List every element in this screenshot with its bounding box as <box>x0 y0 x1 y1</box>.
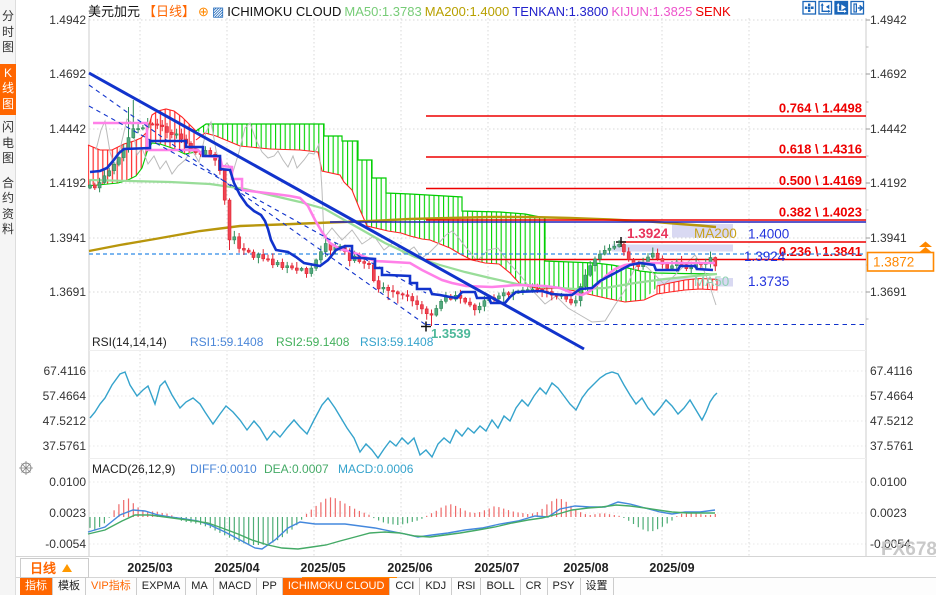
svg-text:DIFF:0.0010: DIFF:0.0010 <box>190 462 257 476</box>
svg-text:MACD:0.0006: MACD:0.0006 <box>338 462 414 476</box>
svg-text:DEA:0.0007: DEA:0.0007 <box>264 462 329 476</box>
svg-text:47.5212: 47.5212 <box>43 414 87 428</box>
svg-text:1.3941: 1.3941 <box>870 231 907 245</box>
svg-text:2025/04: 2025/04 <box>214 561 259 575</box>
svg-text:RSI(14,14,14): RSI(14,14,14) <box>92 335 167 349</box>
svg-text:2025/09: 2025/09 <box>649 561 694 575</box>
svg-text:0.382 \ 1.4023: 0.382 \ 1.4023 <box>779 205 862 220</box>
svg-text:1.3691: 1.3691 <box>870 285 907 299</box>
svg-text:-0.0054: -0.0054 <box>870 537 911 551</box>
svg-text:37.5761: 37.5761 <box>43 439 87 453</box>
svg-text:2025/08: 2025/08 <box>563 561 608 575</box>
svg-text:1.4192: 1.4192 <box>49 176 86 190</box>
svg-text:1.4692: 1.4692 <box>870 67 907 81</box>
svg-text:0.0100: 0.0100 <box>870 475 907 489</box>
svg-text:0.0023: 0.0023 <box>49 506 86 520</box>
svg-text:1.3872: 1.3872 <box>873 255 914 270</box>
svg-text:RSI3:59.1408: RSI3:59.1408 <box>360 335 434 349</box>
svg-text:37.5761: 37.5761 <box>870 439 914 453</box>
svg-text:MA50: MA50 <box>694 274 729 289</box>
svg-text:2025/05: 2025/05 <box>300 561 345 575</box>
svg-text:57.4664: 57.4664 <box>870 389 914 403</box>
svg-text:1.4692: 1.4692 <box>49 67 86 81</box>
svg-text:1.4000: 1.4000 <box>748 227 789 242</box>
svg-text:1.3539: 1.3539 <box>431 326 471 341</box>
svg-text:0.236 \ 1.3841: 0.236 \ 1.3841 <box>779 244 862 259</box>
svg-text:1.3924: 1.3924 <box>627 226 669 241</box>
svg-text:1.4192: 1.4192 <box>870 176 907 190</box>
svg-text:2025/03: 2025/03 <box>127 561 172 575</box>
svg-text:1.4442: 1.4442 <box>870 122 907 136</box>
svg-text:1.3924: 1.3924 <box>744 249 786 264</box>
svg-text:1.3735: 1.3735 <box>748 274 789 289</box>
svg-text:0.500 \ 1.4169: 0.500 \ 1.4169 <box>779 173 862 188</box>
svg-text:-0.0054: -0.0054 <box>45 537 86 551</box>
svg-text:1.3941: 1.3941 <box>49 231 86 245</box>
svg-text:日线: 日线 <box>30 561 56 576</box>
svg-text:FX678: FX678 <box>881 539 936 560</box>
svg-text:MA200: MA200 <box>694 226 737 241</box>
svg-text:47.5212: 47.5212 <box>870 414 914 428</box>
svg-text:RSI2:59.1408: RSI2:59.1408 <box>276 335 350 349</box>
svg-text:1.4942: 1.4942 <box>870 13 907 27</box>
svg-text:0.618 \ 1.4316: 0.618 \ 1.4316 <box>779 142 862 157</box>
svg-text:67.4116: 67.4116 <box>44 364 87 378</box>
svg-text:57.4664: 57.4664 <box>43 389 87 403</box>
svg-text:MACD(26,12,9): MACD(26,12,9) <box>92 462 175 476</box>
svg-text:1.3691: 1.3691 <box>49 285 86 299</box>
svg-text:0.0023: 0.0023 <box>870 506 907 520</box>
svg-text:0.0100: 0.0100 <box>49 475 86 489</box>
svg-text:RSI1:59.1408: RSI1:59.1408 <box>190 335 264 349</box>
svg-text:2025/07: 2025/07 <box>474 561 519 575</box>
svg-text:0.764 \ 1.4498: 0.764 \ 1.4498 <box>779 101 862 116</box>
svg-text:2025/06: 2025/06 <box>387 561 432 575</box>
svg-text:1.4442: 1.4442 <box>49 122 86 136</box>
svg-text:67.4116: 67.4116 <box>870 364 913 378</box>
svg-text:1.4942: 1.4942 <box>49 13 86 27</box>
